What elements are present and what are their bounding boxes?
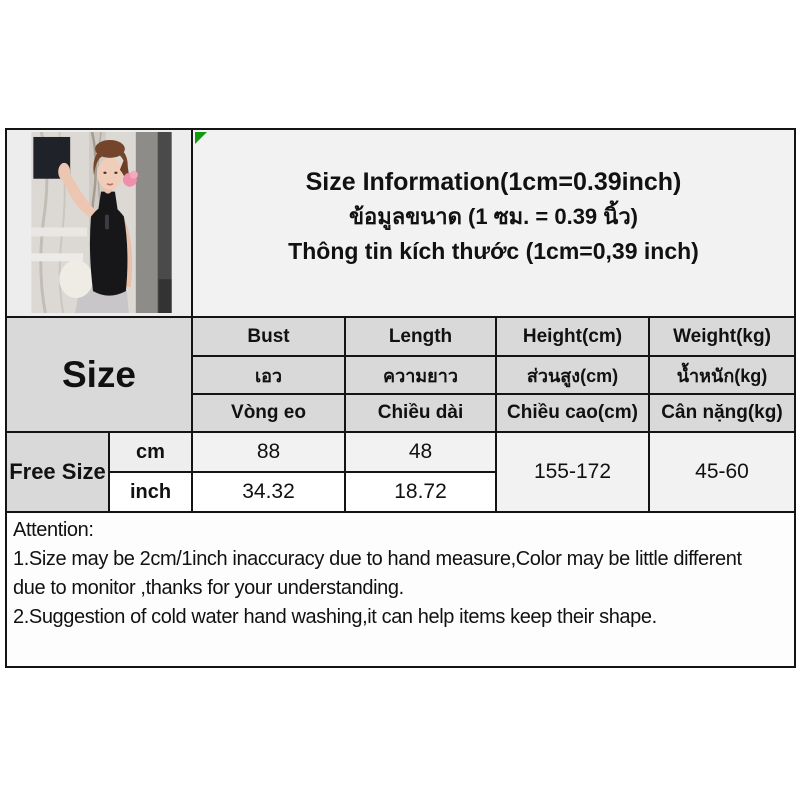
value-bust-cm: 88 [193,433,344,471]
col-header-weight-en: Weight(kg) [650,318,794,355]
col-header-length-th: ความยาว [346,357,495,393]
photo-raised-arm [61,170,99,220]
value-height-range: 155-172 [497,433,648,511]
value-length-inch: 18.72 [346,473,495,511]
attention-heading: Attention: [13,519,94,541]
value-weight-range: 45-60 [650,433,794,511]
col-header-height-th: ส่วนสูง(cm) [497,357,648,393]
col-header-length-en: Length [346,318,495,355]
value-length-cm: 48 [346,433,495,471]
unit-label-cm: cm [110,433,191,471]
col-header-bust-en: Bust [193,318,344,355]
col-header-bust-vi: Vòng eo [193,395,344,431]
title-vietnamese: Thông tin kích thước (1cm=0,39 inch) [288,238,699,264]
product-photo [31,132,172,313]
attention-line: 1.Size may be 2cm/1inch inaccuracy due t… [13,548,742,570]
col-header-height-en: Height(cm) [497,318,648,355]
photo-hand [58,162,71,181]
col-header-bust-th: เอว [193,357,344,393]
attention-line: 2.Suggestion of cold water hand washing,… [13,606,657,628]
attention-line: due to monitor ,thanks for your understa… [13,577,404,599]
title-block: Size Information(1cm=0.39inch) ข้อมูลขนา… [193,130,794,316]
col-header-height-vi: Chiều cao(cm) [497,395,648,431]
col-header-length-vi: Chiều dài [346,395,495,431]
title-english: Size Information(1cm=0.39inch) [305,168,682,196]
photo-marble-step [31,227,88,237]
photo-face [97,157,123,190]
value-bust-inch: 34.32 [193,473,344,511]
title-thai: ข้อมูลขนาด (1 ซม. = 0.39 นิ้ว) [348,204,638,229]
photo-white-bag [59,260,94,299]
attention-note: Attention: 1.Size may be 2cm/1inch inacc… [7,513,794,666]
product-photo-cell [7,130,191,316]
unit-label-inch: inch [110,473,191,511]
green-corner-flag [195,132,207,144]
photo-keyhole-detail [104,214,109,230]
col-header-weight-th: น้ำหนัก(kg) [650,357,794,393]
size-header-cell: Size [7,318,191,431]
photo-black-halter-top [89,204,128,296]
col-header-weight-vi: Cân nặng(kg) [650,395,794,431]
photo-doorway [157,132,172,313]
row-header-free-size: Free Size [7,433,108,511]
size-chart-table: Size Information(1cm=0.39inch) ข้อมูลขนา… [5,128,796,668]
